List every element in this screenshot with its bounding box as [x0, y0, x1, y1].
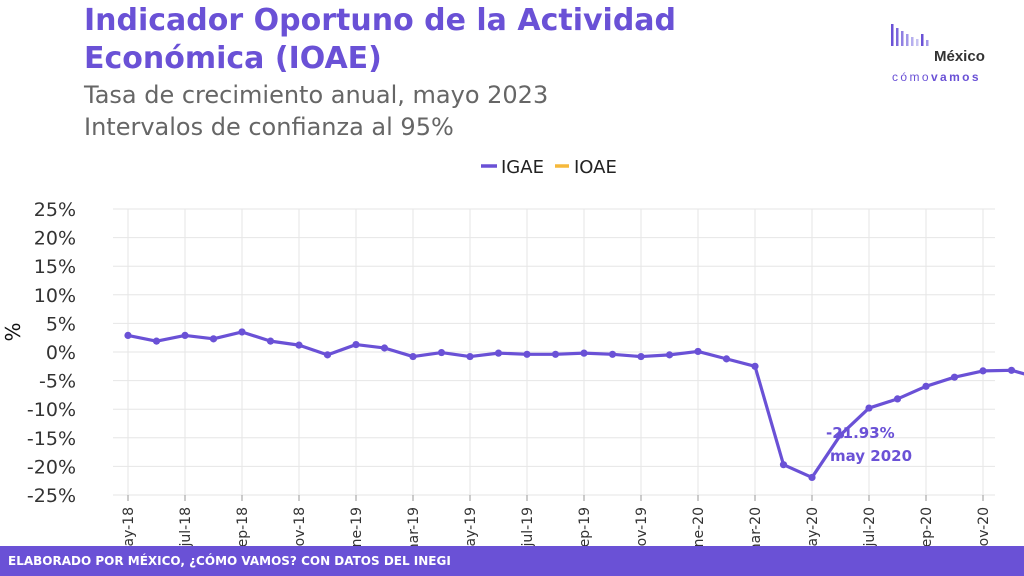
- igae-data-point: [865, 404, 873, 412]
- x-tick-label: jul-18: [178, 507, 194, 546]
- igae-data-point: [181, 331, 189, 340]
- x-tick-label: sep-20: [919, 507, 935, 546]
- igae-data-point: [266, 337, 275, 345]
- x-tick-label: jul-20: [862, 507, 878, 546]
- igae-data-point: [637, 352, 645, 361]
- igae-data-point: [836, 431, 845, 439]
- x-tick-label: may-18: [121, 507, 137, 546]
- igae-data-point: [523, 350, 531, 358]
- y-tick-label: 15%: [34, 256, 76, 278]
- x-tick-label: may-19: [463, 507, 479, 546]
- igae-data-point: [779, 461, 788, 469]
- y-tick-label: -25%: [27, 485, 76, 507]
- footer-source: ELABORADO POR MÉXICO, ¿CÓMO VAMOS? CON D…: [8, 554, 451, 568]
- y-tick-label: -5%: [39, 371, 76, 393]
- x-tick-label: sep-19: [577, 507, 593, 546]
- chart-subtitle-confidence: Intervalos de confianza al 95%: [84, 113, 454, 141]
- igae-data-point: [380, 344, 389, 352]
- annotation-min-value: -21.93%: [826, 424, 895, 442]
- x-tick-label: ene-20: [691, 507, 707, 546]
- annotation-min-date: may 2020: [830, 447, 912, 465]
- bars-logo-icon: [891, 24, 929, 46]
- x-tick-label: mar-19: [406, 507, 422, 546]
- igae-data-point: [808, 473, 816, 482]
- footer-bar: ELABORADO POR MÉXICO, ¿CÓMO VAMOS? CON D…: [0, 546, 1024, 576]
- x-tick-label: jul-19: [520, 507, 536, 546]
- x-tick-label: nov-20: [976, 507, 992, 546]
- igae-data-point: [893, 395, 902, 403]
- y-tick-label: -20%: [27, 456, 76, 478]
- y-tick-label: 0%: [46, 342, 76, 364]
- igae-data-point: [238, 328, 246, 336]
- igae-data-point: [580, 349, 588, 357]
- igae-data-point: [209, 335, 218, 343]
- igae-data-point: [551, 350, 560, 358]
- igae-series-line: [127, 330, 1024, 480]
- igae-data-point: [437, 348, 446, 357]
- x-tick-label: sep-18: [235, 507, 251, 546]
- igae-data-point: [466, 352, 474, 361]
- y-tick-label: 10%: [34, 285, 76, 307]
- igae-data-point: [152, 337, 161, 345]
- igae-data-point: [295, 341, 303, 349]
- y-tick-label: -15%: [27, 428, 76, 450]
- chart-subtitle: Tasa de crecimiento anual, mayo 2023: [84, 81, 549, 109]
- x-tick-label: mar-20: [748, 507, 764, 546]
- igae-data-point: [694, 347, 702, 356]
- logo-name: México: [934, 48, 985, 65]
- y-tick-label: 5%: [46, 313, 76, 335]
- igae-data-point: [409, 352, 417, 361]
- igae-data-point: [950, 373, 959, 381]
- mexico-como-vamos-logo: México cómovamos: [890, 22, 1010, 92]
- igae-data-point: [751, 362, 759, 370]
- x-tick-label: nov-19: [634, 507, 650, 546]
- y-tick-label: 20%: [34, 228, 76, 250]
- x-tick-label: nov-18: [292, 507, 308, 546]
- igae-data-point: [1007, 366, 1016, 374]
- igae-data-point: [352, 340, 360, 349]
- legend-label-ioae: IOAE: [574, 157, 617, 178]
- igae-data-point: [494, 349, 503, 357]
- line-chart: -25% -20% -15% -10% -5% 0% 5% 10% 15% 20% 25% may-1…: [1, 157, 1024, 546]
- y-axis-label: %: [1, 322, 25, 341]
- igae-data-point: [665, 351, 674, 359]
- y-tick-label: -10%: [27, 399, 76, 421]
- igae-data-point: [979, 367, 987, 375]
- igae-data-point: [124, 331, 132, 340]
- x-tick-label: may-20: [805, 507, 821, 546]
- x-tick-label: ene-19: [349, 507, 365, 546]
- igae-data-point: [722, 355, 731, 363]
- chart-title: Indicador Oportuno de la Actividad Econó…: [84, 3, 677, 76]
- legend-label-igae: IGAE: [501, 157, 544, 178]
- igae-data-point: [608, 350, 617, 358]
- logo-tagline: cómovamos: [892, 70, 981, 84]
- igae-data-point: [323, 351, 332, 359]
- y-tick-label: 25%: [34, 199, 76, 221]
- igae-data-point: [922, 382, 930, 390]
